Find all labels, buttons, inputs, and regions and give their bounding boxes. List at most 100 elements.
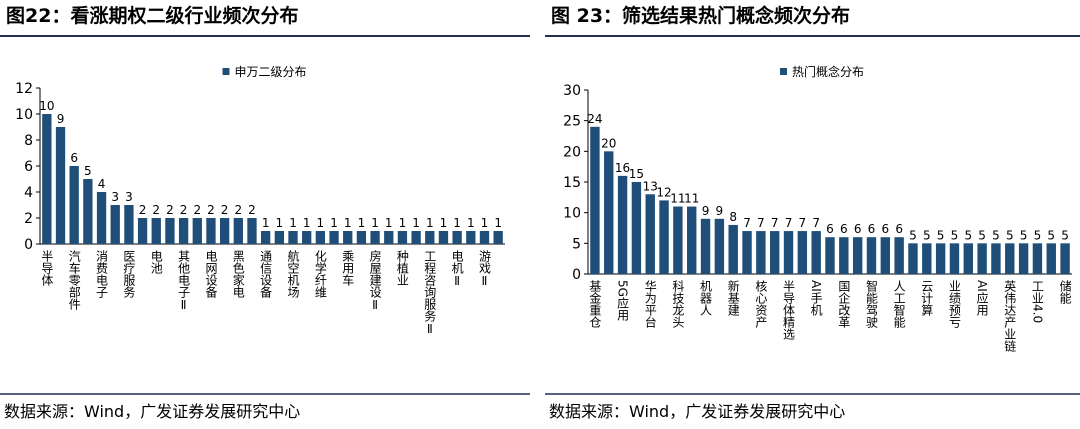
value-label: 6 (826, 222, 834, 236)
legend-swatch (222, 68, 230, 75)
value-label: 5 (1034, 228, 1042, 242)
value-label: 1 (399, 216, 407, 230)
bar (233, 218, 243, 244)
bar (288, 231, 298, 244)
source: 数据来源：Wind，广发证券发展研究中心 (549, 402, 845, 421)
bar (206, 218, 216, 244)
x-tick-label: 工业4.0 (1030, 280, 1044, 323)
bar (55, 127, 66, 244)
bar (370, 231, 380, 244)
bar (673, 206, 683, 274)
value-label: 1 (467, 216, 475, 230)
x-tick-label: 半导体 (40, 250, 54, 287)
bar (797, 231, 808, 274)
value-label: 1 (481, 216, 489, 230)
value-label: 5 (937, 228, 945, 242)
value-label: 7 (799, 216, 807, 230)
x-tick-label: AI手机 (809, 280, 823, 316)
y-tick-label: 2 (24, 211, 33, 227)
value-label: 2 (166, 203, 174, 217)
value-label: 6 (868, 222, 876, 236)
bar (783, 231, 794, 274)
bar (219, 218, 230, 244)
value-label: 5 (923, 228, 931, 242)
value-label: 1 (371, 216, 379, 230)
value-label: 7 (785, 216, 793, 230)
y-tick-label: 0 (24, 237, 33, 253)
value-label: 1 (494, 216, 502, 230)
value-label: 5 (84, 164, 92, 178)
x-tick-label: 工程咨询服务Ⅱ (423, 250, 437, 336)
bar (452, 231, 462, 244)
value-label: 9 (716, 204, 724, 218)
bar (343, 231, 353, 244)
value-label: 2 (207, 203, 215, 217)
x-tick-label: 游戏Ⅱ (477, 250, 491, 288)
bar (261, 231, 271, 244)
legend-label: 申万二级分布 (235, 65, 307, 79)
y-tick-label: 8 (24, 133, 33, 149)
chart-title: 图 23：筛选结果热门概念频次分布 (551, 4, 850, 27)
legend-swatch (780, 68, 787, 75)
value-label: 11 (670, 192, 685, 206)
bar (769, 231, 780, 274)
x-tick-label: 国企改革 (837, 280, 851, 328)
bar (687, 206, 697, 274)
value-label: 5 (978, 228, 986, 242)
value-label: 7 (743, 216, 751, 230)
bar (949, 243, 960, 274)
value-label: 2 (180, 203, 188, 217)
bar (165, 218, 175, 244)
bar (604, 151, 614, 274)
bar (728, 224, 738, 274)
bar (110, 205, 120, 244)
x-tick-label: 业绩预亏 (947, 280, 961, 329)
x-tick-label: 电池 (149, 250, 163, 274)
value-label: 3 (125, 190, 133, 204)
x-tick-label: 黑色家电 (231, 250, 245, 298)
value-label: 1 (262, 216, 270, 230)
x-tick-label: 智能驾驶 (864, 279, 878, 329)
bar (411, 231, 421, 244)
bar (852, 237, 863, 274)
x-tick-label: 核心资产 (754, 280, 768, 329)
x-tick-label: 机器人 (699, 280, 713, 316)
bar (742, 231, 752, 274)
value-label: 1 (317, 216, 325, 230)
value-label: 1 (303, 216, 311, 230)
x-tick-label: 房屋建设Ⅱ (368, 249, 382, 312)
bar (645, 194, 655, 274)
value-label: 1 (385, 216, 393, 230)
value-label: 6 (840, 222, 848, 236)
value-label: 5 (951, 228, 959, 242)
x-tick-label: 汽车零部件 (67, 249, 81, 310)
bar (302, 231, 312, 244)
y-tick-label: 20 (563, 144, 581, 160)
bar (894, 237, 904, 274)
value-label: 2 (139, 203, 147, 217)
x-tick-label: 英伟达产业链 (1003, 280, 1017, 352)
x-tick-label: 消费电子 (95, 250, 109, 298)
value-label: 7 (757, 216, 765, 230)
bar (315, 231, 326, 244)
value-label: 5 (1020, 228, 1028, 242)
bar (631, 182, 642, 274)
value-label: 10 (39, 99, 54, 113)
legend-label: 热门概念分布 (792, 64, 864, 79)
value-label: 6 (70, 151, 78, 165)
bar (811, 231, 821, 274)
chart-title: 图22：看涨期权二级行业频次分布 (6, 4, 298, 27)
bar (590, 126, 600, 274)
bar (1060, 243, 1070, 274)
y-tick-label: 10 (15, 107, 33, 123)
value-label: 2 (193, 203, 201, 217)
bar (922, 243, 932, 274)
bar (839, 237, 849, 274)
bar (83, 179, 93, 244)
x-tick-label: 基金重仓 (588, 280, 602, 328)
value-label: 12 (656, 185, 671, 199)
x-tick-label: 乘用车 (341, 250, 355, 287)
value-label: 1 (412, 216, 420, 230)
